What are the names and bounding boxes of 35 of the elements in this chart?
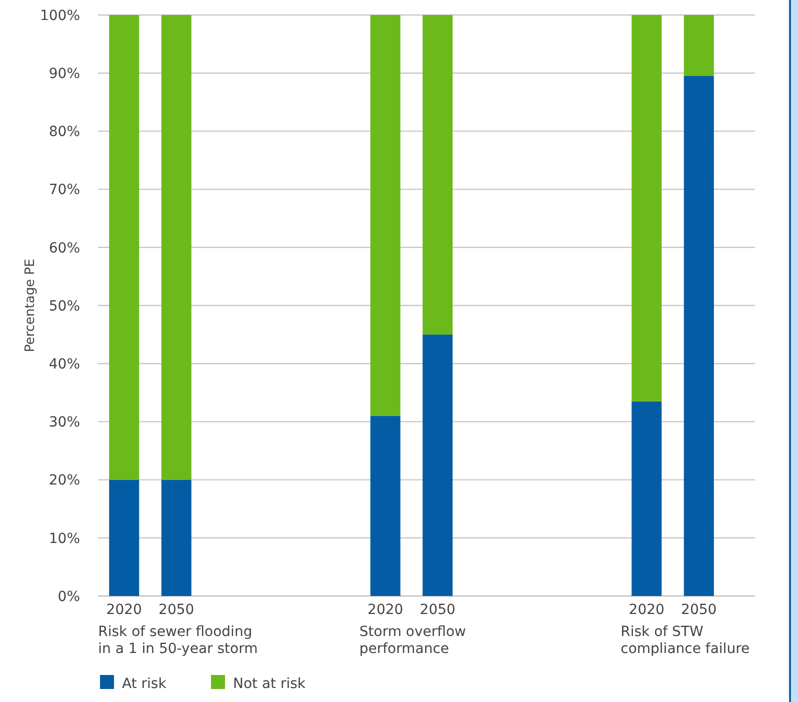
y-tick-label: 100% [40,8,80,24]
bar [109,480,140,596]
bar [370,15,400,416]
bar [161,15,192,480]
x-tick-label: 2050 [420,602,456,618]
bar [370,416,400,596]
y-tick-label: 0% [58,588,80,605]
y-tick-label: 40% [48,356,80,372]
x-tick-label: 2020 [368,602,404,618]
x-tick-label: 2020 [628,602,664,618]
bar [422,334,453,596]
legend-label: At risk [122,676,168,692]
y-tick-label: 70% [48,182,80,198]
y-tick-label: 20% [48,472,80,489]
bar [684,15,714,76]
y-tick-label: 80% [48,124,80,140]
bar [422,15,453,335]
bar [109,15,140,480]
text: Storm overflow performance [359,624,466,657]
bar [632,401,662,596]
text: Risk of STW compliance failure [620,624,750,657]
x-tick-label: 2050 [681,602,717,618]
bar [632,15,662,402]
bar [161,480,192,596]
bar [684,76,714,596]
y-tick-label: 10% [48,530,80,547]
y-tick-label: 50% [48,298,80,314]
text: Risk of sewer flooding in a 1 in 50-year storm [98,624,258,657]
y-tick-label: 90% [48,66,80,82]
x-tick-label: 2050 [158,602,194,618]
legend-label: Not at risk [233,676,306,692]
y-tick-label: 30% [48,414,80,431]
y-axis-title: Percentage PE [23,258,38,352]
y-tick-label: 60% [48,240,80,256]
x-tick-label: 2020 [106,602,142,618]
